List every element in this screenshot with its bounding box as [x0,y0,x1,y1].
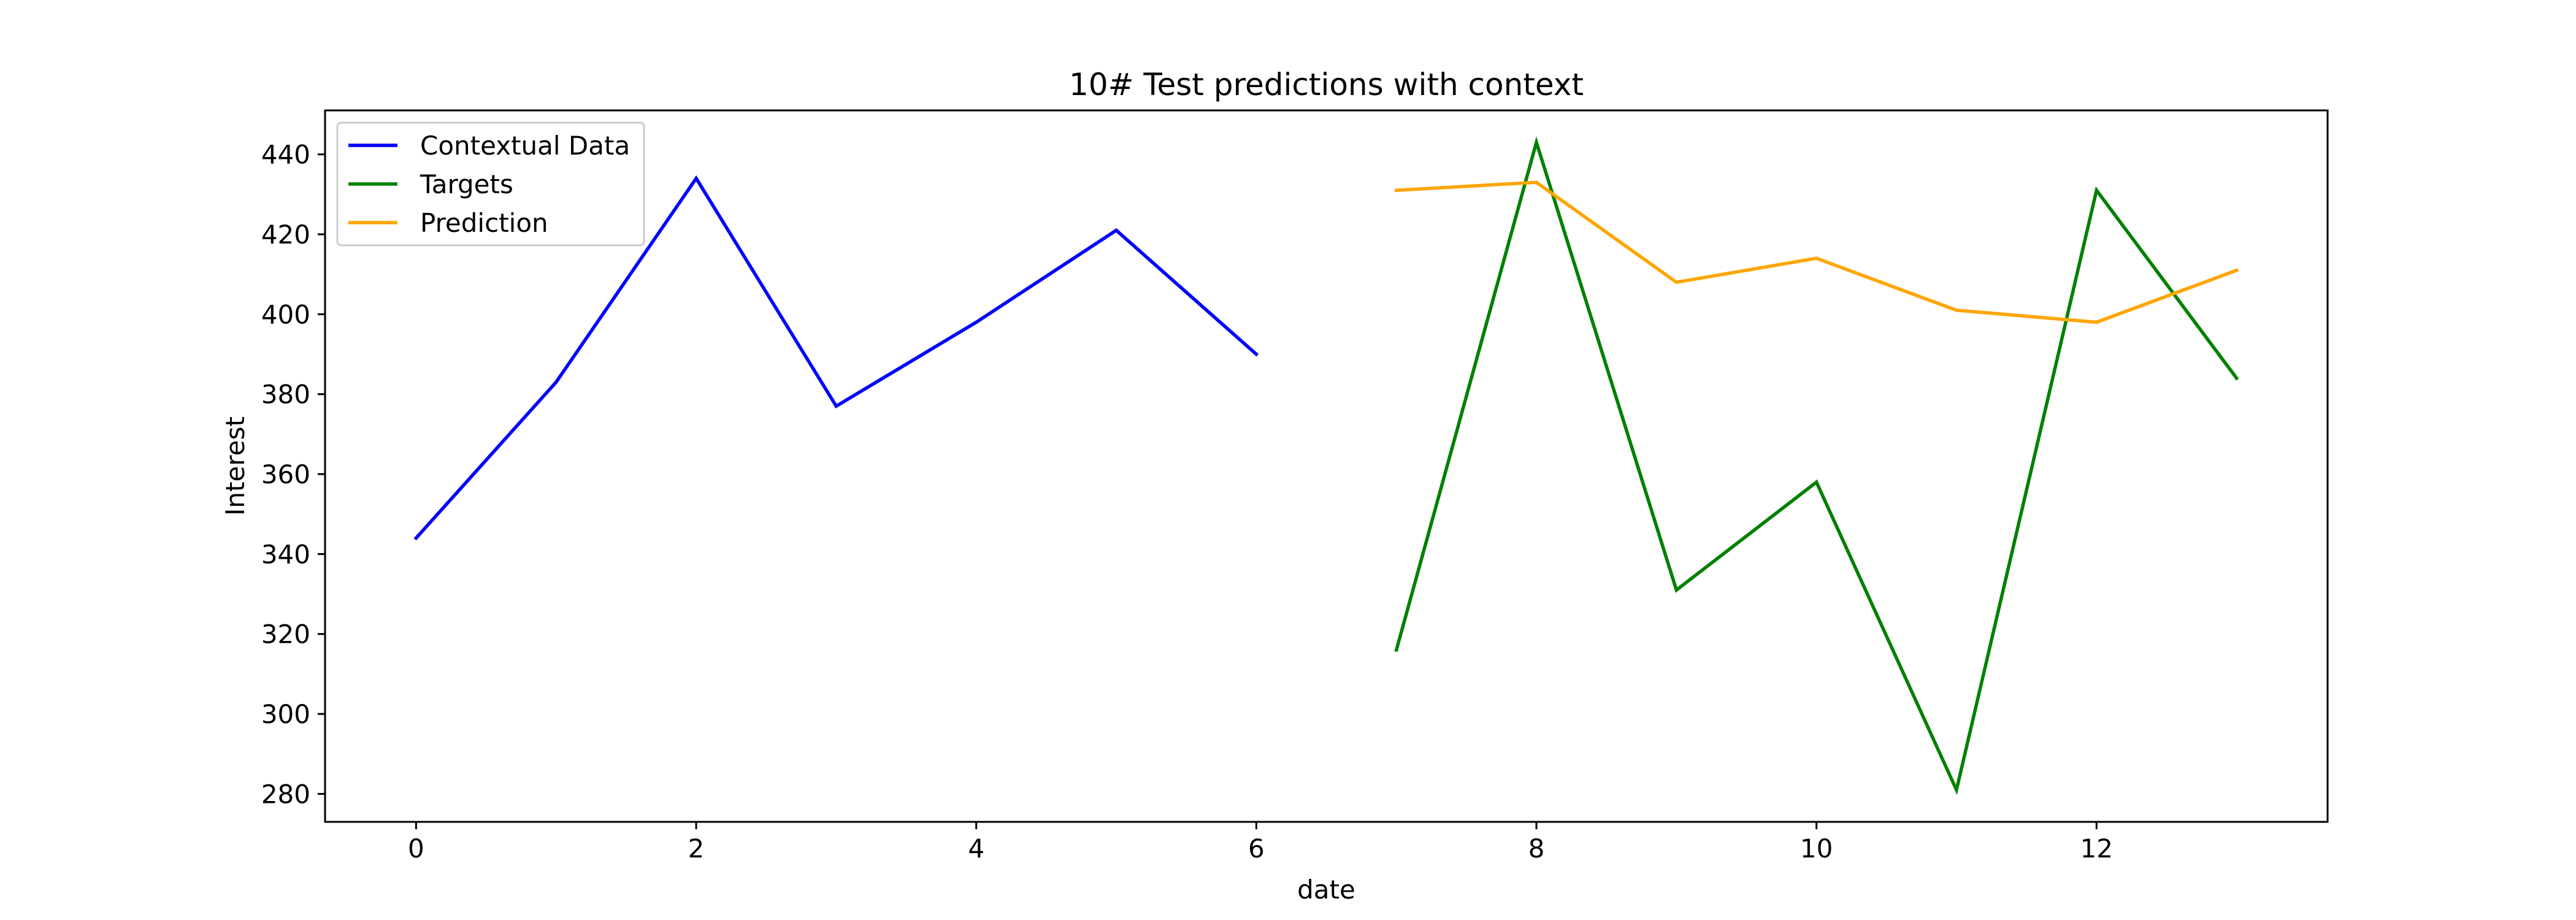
y-tick-label: 280 [261,779,310,809]
y-tick-label: 300 [261,699,310,729]
chart-title: 10# Test predictions with context [1069,67,1584,102]
legend: Contextual Data Targets Prediction [336,121,645,247]
series-line-1 [413,175,1259,541]
x-axis: 0 2 4 6 8 10 12 [408,822,2113,864]
x-tick-label: 0 [408,834,424,864]
series-layer [413,136,2239,795]
y-axis: 280 300 320 340 360 380 400 420 440 [261,140,325,809]
x-tick-label: 8 [1528,834,1545,864]
x-axis-label: date [1297,875,1355,905]
y-axis-label: Interest [220,416,250,516]
y-tick-label: 320 [261,619,310,650]
series-line-2 [1394,136,2239,795]
y-tick-label: 440 [261,140,310,170]
x-tick-label: 4 [968,834,984,864]
y-tick-label: 420 [261,220,310,250]
y-tick-label: 340 [261,539,310,569]
legend-label: Targets [420,169,513,199]
y-tick-label: 360 [261,459,310,489]
x-tick-label: 12 [2080,834,2113,864]
y-tick-label: 380 [261,380,310,410]
plot-frame [324,109,2329,823]
x-tick-label: 2 [688,834,705,864]
legend-label: Prediction [420,208,548,238]
series-line-3 [1394,180,2239,324]
legend-box [336,121,645,247]
x-tick-label: 6 [1248,834,1265,864]
y-tick-label: 400 [261,299,310,329]
legend-label: Contextual Data [420,131,630,161]
x-tick-label: 10 [1800,834,1833,864]
